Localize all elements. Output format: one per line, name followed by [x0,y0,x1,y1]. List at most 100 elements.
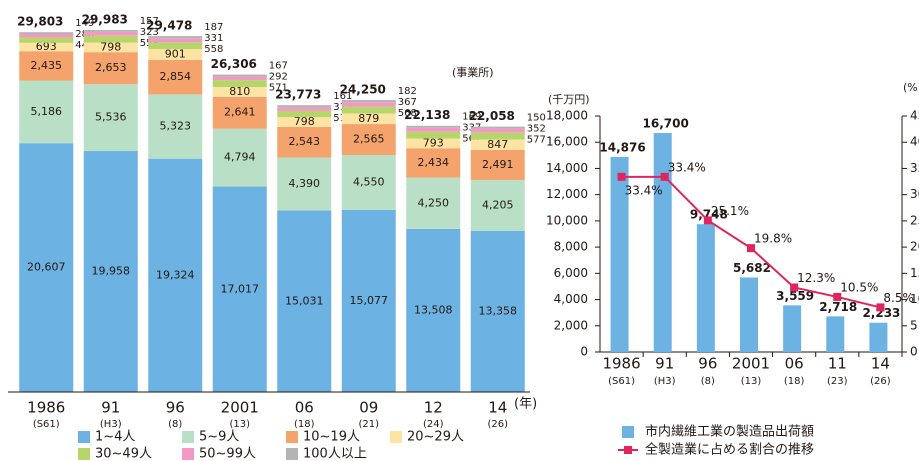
x-tick-label: 1986 [602,355,640,373]
bar-segment [19,80,74,144]
total-label: 22,138 [404,108,450,122]
value-label: 5,536 [95,111,127,124]
x-tick-label: 96 [698,355,717,373]
value-label: 16,700 [643,117,689,131]
line-marker [833,292,842,301]
x-tick-label: 06 [295,399,314,417]
y-tick-label: 2,000 [554,318,588,332]
x-tick-sublabel: (13) [229,419,250,430]
bar-segment [341,102,396,107]
value-label: 2,491 [482,158,514,171]
bar [696,224,715,352]
bar-segment [148,42,203,50]
legend-swatch [286,431,298,443]
x-tick-label: 96 [166,399,185,417]
x-tick-label: 14 [488,399,507,417]
line-marker [747,244,755,253]
value-label: 187 [204,22,223,33]
bar-segment [83,84,138,152]
value-label: 4,550 [353,176,385,189]
x-tick-sublabel: (26) [487,419,508,430]
bar-segment [19,51,74,81]
bar-segment [470,128,525,133]
y2-tick-label: 10 [910,292,919,306]
x-tick-label: 91 [101,399,120,417]
bar-segment [341,155,396,210]
y-tick-label: 10,000 [546,213,588,227]
value-label: 847 [487,138,508,151]
bar-segment [212,80,267,87]
bar-segment [470,149,525,180]
legend-label: 市内繊維工業の製造品出荷額 [645,424,814,440]
y-tick-label: 4,000 [554,292,588,306]
x-tick-sublabel: (S61) [608,376,635,387]
legend-swatch [182,448,194,460]
value-label: 793 [423,136,444,149]
x-tick-label: 1986 [27,399,65,417]
line-marker [703,216,712,225]
bar-segment [406,148,461,178]
line-marker [660,172,669,181]
value-label: 20,607 [27,261,66,274]
value-label: 323 [140,27,159,38]
bar-segment [341,99,396,103]
value-label: 169 [462,112,481,123]
bar-segment [83,31,138,36]
bar [740,277,758,352]
x-tick-sublabel: (26) [870,376,891,387]
value-label: 2,434 [418,156,450,169]
y2-tick-label: 45 [910,109,919,123]
x-tick-sublabel: (21) [358,419,379,430]
total-label: 29,983 [82,13,128,27]
bar-segment [406,127,461,132]
bar-segment [406,228,461,392]
value-label: 568 [398,108,417,119]
bar-segment [148,59,203,95]
total-label: 29,478 [146,19,192,33]
bar-segment [277,126,332,158]
bar-segment [83,151,138,392]
bar-segment [406,131,461,139]
bar-segment [406,125,461,128]
y-tick-label: 8,000 [554,240,588,254]
value-label: 4,794 [224,151,256,164]
y2-tick-label: 30 [910,187,919,201]
value-label: 798 [294,115,315,128]
value-label: 13,358 [479,304,518,317]
legend-label: 全製造業に占める割合の推移 [645,442,814,458]
y2-tick-label: 20 [910,240,919,254]
value-label: 149 [75,18,94,29]
value-label: 8.5% [883,291,914,305]
y2-tick-label: 15 [910,266,919,280]
bar-segment [277,210,332,392]
bar-segment [406,138,461,149]
bar-segment [470,139,525,150]
y2-label: (%) [903,81,919,94]
total-label: 24,250 [340,82,386,96]
value-label: 13,508 [414,303,453,316]
x-tick-label: 06 [785,355,804,373]
y-label: (千万円) [548,93,590,106]
value-label: 810 [229,85,250,98]
line-marker [617,172,626,181]
value-label: 292 [269,72,288,83]
bar-segment [148,49,203,60]
legend-swatch [78,448,90,460]
bar-segment [19,33,74,38]
value-label: 10.5% [840,280,878,294]
bar-segment [83,35,138,43]
bar-segment [212,96,267,129]
x-label: (年) [514,397,537,412]
bar [826,316,845,352]
x-tick-sublabel: (8) [168,419,182,430]
bar-segment [277,117,332,127]
value-label: 19,958 [92,265,131,278]
bar-segment [277,110,332,118]
legend-label: 20~29人 [407,430,464,445]
value-label: 2,718 [819,300,857,314]
legend-label: 50~99人 [199,447,256,461]
line-marker [790,283,799,292]
bar-segment [341,106,396,114]
legend-swatch [390,431,402,443]
value-label: 15,031 [285,294,324,307]
